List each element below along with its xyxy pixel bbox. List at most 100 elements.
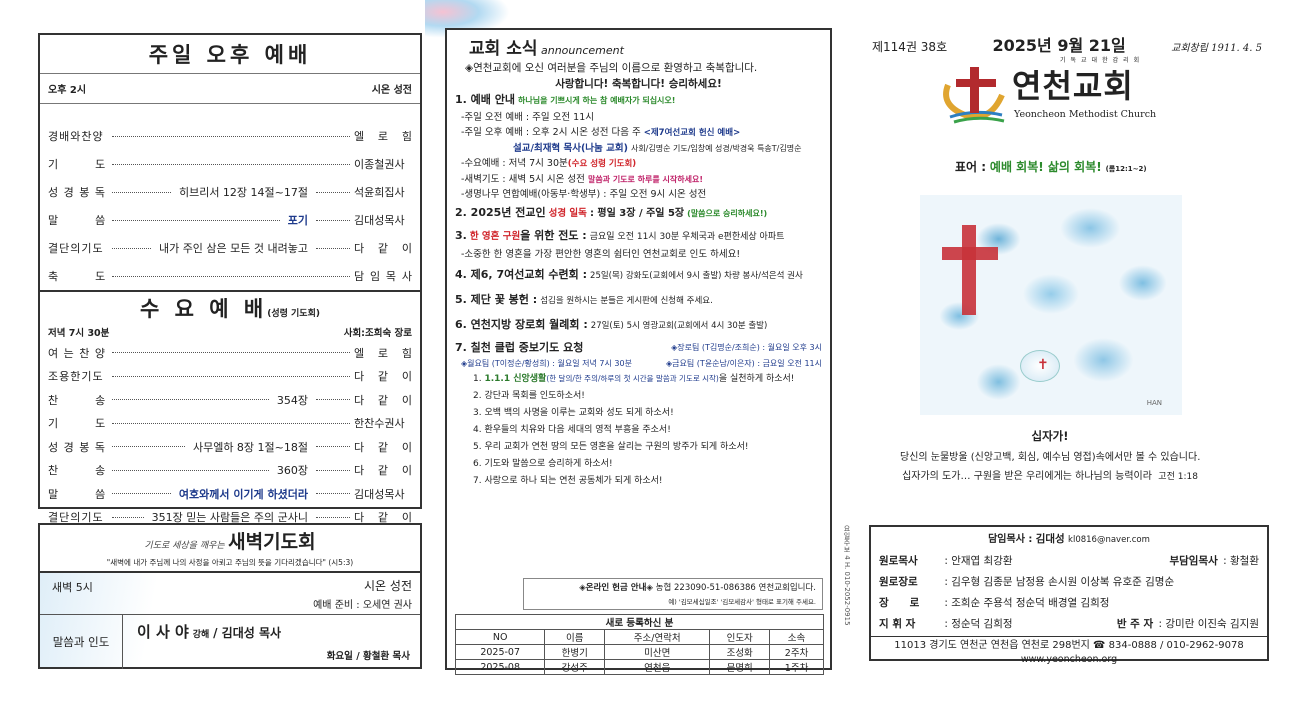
item1-c-highlight: 설교/최재혁 목사(나눔 교회): [513, 143, 628, 154]
item3-b: 금요일 오전 11시 30분 우체국과 e편한세상 아파트: [589, 232, 785, 242]
order-person: 이종철권사: [354, 158, 405, 171]
cross-heart-logo-icon: [943, 67, 1005, 124]
order-content: 내가 주인 삼은 모든 것 내려놓고: [158, 242, 308, 255]
dawn-lead-label: 말씀과 인도: [40, 615, 123, 669]
announce-title-en: announcement: [540, 44, 624, 57]
dot-leader: [112, 446, 185, 448]
column-header: NO: [454, 629, 546, 645]
column-header: 소속: [769, 629, 824, 645]
order-person: 김대성목사: [354, 214, 405, 227]
order-content: 여호와께서 이기게 하셨더라: [178, 487, 308, 501]
church-logo: 기독교대한감리회 연천교회 Yeoncheon Methodist Church: [940, 57, 1180, 130]
order-label: 말 씀: [48, 214, 107, 227]
item7-title: 7. 칠천 클럽 중보기도 요청: [455, 341, 584, 354]
dawn-place: 시온 성전: [364, 579, 412, 593]
order-person: 석윤희집사: [354, 186, 405, 199]
dot-leader: [316, 516, 350, 518]
church-website: www.yeoncheon.org: [1020, 654, 1118, 665]
order-row: 성 경 봉 독 히브리서 12장 14절~17절 석윤희집사: [40, 178, 420, 206]
column-header: 주소/연락처: [604, 629, 711, 645]
table-cell: 문명희: [709, 659, 771, 675]
prayer-1-highlight: 1.1.1 신앙생활: [484, 374, 547, 384]
dawn-prayer-table: 새벽 5시 시온 성전 예배 준비 : 오세연 권사 말씀과 인도 이 사 야 …: [38, 571, 422, 669]
prayer-item: 6. 기도와 말씀으로 승리하게 하소서!: [473, 459, 613, 469]
artist-signature: HAN: [1146, 399, 1162, 407]
item1-d-highlight: (수요 성령 기도회): [567, 159, 637, 169]
order-content: 351장 믿는 사람들은 주의 군사니: [151, 511, 308, 525]
wednesday-time: 저녁 7시 30분: [48, 328, 110, 339]
staff-role: 원로장로: [879, 576, 918, 588]
staff-box: 담임목사 : 김대성 kl0816@naver.com 원로목사 : 안재엽 최…: [869, 525, 1269, 665]
item4: 25일(목) 강화도(교회에서 9시 출발) 차량 봉사/석은석 권사: [590, 271, 803, 281]
order-label: 성 경 봉 독: [48, 440, 106, 454]
volume-number: 제114권 38호: [872, 40, 948, 54]
order-label: 찬 송: [48, 464, 107, 478]
order-label: 조용한기도: [48, 370, 104, 384]
order-row: 결단의기도 351장 믿는 사람들은 주의 군사니 다 같 이: [40, 506, 420, 530]
logo-denomination: 기독교대한감리회: [1060, 57, 1145, 64]
order-label: 결단의기도: [48, 242, 104, 255]
offering-note: 예) '김모세십일조' '김모세감사' 형태로 표기해 주세요.: [668, 598, 816, 606]
table-row: 2025-07 한병기 미산면 조성화 2주차: [454, 644, 824, 660]
dot-leader: [112, 219, 280, 221]
order-person: 다 같 이: [354, 242, 412, 255]
order-label: 경배와찬양: [48, 130, 104, 143]
wednesday-subtitle: (성령 기도회): [267, 309, 320, 319]
item1-b-highlight: <제7여선교회 헌신 예배>: [643, 128, 741, 138]
item6: 27일(토) 5시 영광교회(교회에서 4시 30분 출발): [590, 321, 768, 331]
table-cell: 연천읍: [604, 659, 711, 675]
dot-leader: [112, 247, 151, 249]
dot-leader: [112, 493, 171, 495]
order-person: 다 같 이: [354, 370, 412, 384]
table-cell: 미산면: [604, 644, 711, 660]
dot-leader: [316, 493, 350, 495]
senior-pastor-email: kl0816@naver.com: [1068, 535, 1150, 545]
order-row: 찬 송 354장 다 같 이: [40, 388, 420, 412]
dot-leader: [112, 275, 350, 277]
senior-pastor: 김대성: [1035, 533, 1065, 545]
table-row: 2025-08 강성주 연천읍 문명희 1주차: [454, 659, 824, 675]
staff-role: 지 휘 자: [879, 618, 916, 630]
table-cell: 조성화: [709, 644, 771, 660]
order-row: 기 도 이종철권사: [40, 150, 420, 178]
order-content: 히브리서 12장 14절~17절: [178, 186, 308, 199]
order-label: 말 씀: [48, 487, 107, 501]
church-address: 11013 경기도 연천군 연천읍 연천로 298번지 ☎ 834-0888 /…: [894, 640, 1244, 651]
prayer-item: 4. 환우들의 치유와 다음 세대의 영적 부흥을 주소서!: [473, 425, 671, 435]
table-cell: 1주차: [769, 659, 824, 675]
prayer-1-end: 을 실천하게 하소서!: [718, 374, 795, 384]
order-row: 기 도 한찬수권사: [40, 412, 420, 436]
wednesday-host: 사회:조희숙 장로: [343, 328, 412, 339]
order-content: 포기: [287, 214, 308, 227]
red-cross-icon: [962, 225, 976, 315]
item3-a: 을 위한 전도 :: [520, 229, 587, 242]
staff-role: 부담임목사: [1169, 555, 1218, 567]
order-row: 찬 송 360장 다 같 이: [40, 459, 420, 483]
item2-a: 2. 2025년 전교인: [455, 206, 546, 219]
order-row: 말 씀 여호와께서 이기게 하셨더라 김대성목사: [40, 482, 420, 506]
column-header: 이름: [544, 629, 606, 645]
item3-num: 3.: [455, 229, 467, 242]
order-row: 조용한기도 다 같 이: [40, 365, 420, 389]
dot-leader: [316, 399, 350, 401]
dawn-prefix: 기도로 세상을 깨우는: [144, 541, 225, 551]
order-person: 다 같 이: [354, 511, 412, 525]
staff-row: 원로목사 : 안재엽 최강환 부담임목사 : 황철환: [879, 551, 1259, 572]
item5: 섬김을 원하시는 분들은 게시판에 신청해 주세요.: [540, 296, 713, 306]
dot-leader: [316, 219, 350, 221]
order-label: 결단의기도: [48, 511, 104, 525]
prayer-item: 3. 오백 백의 사명을 이루는 교회와 성도 되게 하소서!: [473, 408, 674, 418]
item1-b: -주일 오후 예배 : 오후 2시 시온 성전 다음 주: [461, 127, 641, 138]
dot-leader: [316, 446, 350, 448]
dawn-verse: "새벽에 내가 주님께 나의 사정을 아뢰고 주님의 뜻을 기다리겠습니다" (…: [106, 558, 354, 567]
item1-e-highlight: 말씀과 기도로 하루를 시작하세요!: [587, 175, 703, 184]
order-content: 360장: [276, 464, 308, 478]
slogan: 사랑합니다! 축복합니다! 승리하세요!: [555, 78, 722, 90]
order-row: 결단의기도 내가 주인 삼은 모든 것 내려놓고 다 같 이: [40, 234, 420, 262]
order-row: 말 씀 포기 김대성목사: [40, 206, 420, 234]
dot-leader: [316, 469, 350, 471]
caption-ref: 고전 1:18: [1158, 472, 1198, 482]
dot-leader: [112, 191, 171, 193]
newcomers-title: 새로 등록하신 분: [455, 614, 824, 630]
table-cell: 2025-07: [454, 644, 546, 660]
